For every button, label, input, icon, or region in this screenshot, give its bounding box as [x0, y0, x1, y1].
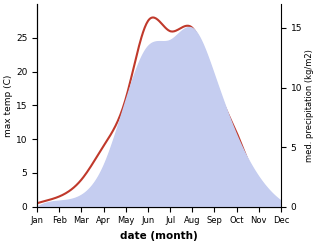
Y-axis label: med. precipitation (kg/m2): med. precipitation (kg/m2): [305, 49, 314, 162]
X-axis label: date (month): date (month): [120, 231, 198, 241]
Y-axis label: max temp (C): max temp (C): [4, 74, 13, 136]
